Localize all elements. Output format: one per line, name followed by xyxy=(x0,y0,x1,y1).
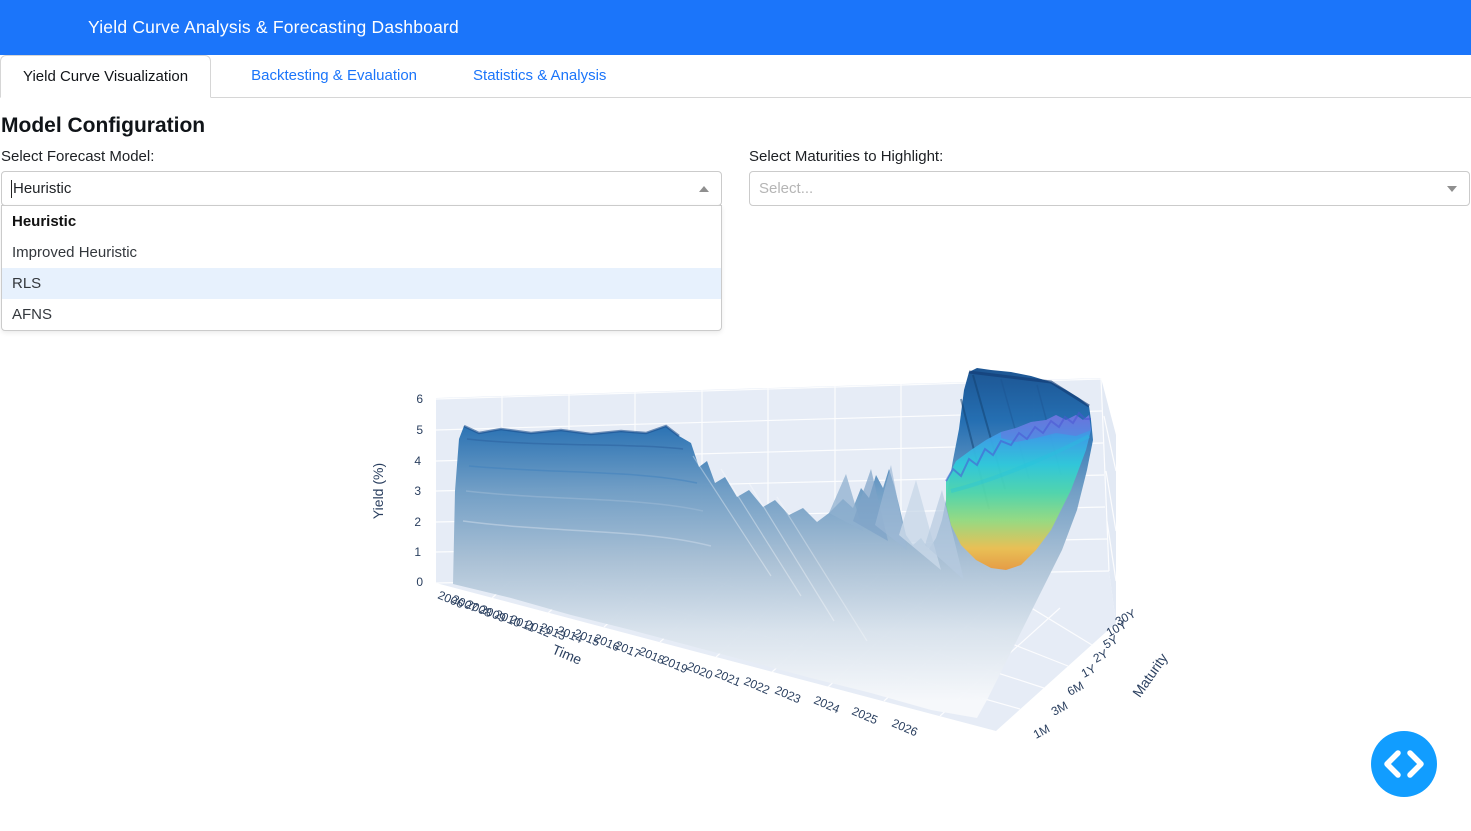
time-tick: 2017 xyxy=(613,638,643,661)
app-header: Yield Curve Analysis & Forecasting Dashb… xyxy=(0,0,1471,55)
scene-right-wall xyxy=(1101,378,1116,623)
tab-yield-curve-visualization[interactable]: Yield Curve Visualization xyxy=(0,55,212,98)
yield-tick: 5 xyxy=(416,423,423,437)
yield-tick: 1 xyxy=(414,545,421,559)
yield-axis-title: Yield (%) xyxy=(370,463,386,519)
yield-tick: 6 xyxy=(416,392,423,406)
maturities-select[interactable]: Select... xyxy=(749,171,1470,206)
maturities-label: Select Maturities to Highlight: xyxy=(749,148,944,165)
app-title: Yield Curve Analysis & Forecasting Dashb… xyxy=(88,17,459,37)
time-tick: 2023 xyxy=(773,683,803,706)
maturity-axis-title: Maturity xyxy=(1129,650,1171,700)
option-heuristic[interactable]: Heuristic xyxy=(12,213,77,230)
tab-backtesting-evaluation[interactable]: Backtesting & Evaluation xyxy=(251,67,418,84)
option-afns[interactable]: AFNS xyxy=(12,306,53,323)
model-configuration-controls: Select Forecast Model: Heuristic Heurist… xyxy=(1,148,1470,331)
time-tick: 2024 xyxy=(812,693,842,716)
maturity-tick: 1Y xyxy=(1079,661,1099,680)
time-tick: 2025 xyxy=(850,704,880,727)
text-cursor xyxy=(11,179,12,198)
time-tick: 2026 xyxy=(890,716,920,739)
tab-statistics-analysis[interactable]: Statistics & Analysis xyxy=(473,67,607,84)
forecast-yield-surface xyxy=(945,411,1091,570)
historical-yield-surface xyxy=(453,368,1093,718)
yield-surface-3d-chart[interactable]: 0 1 2 3 4 5 6 Yield (%) 2006 2007 2008 2… xyxy=(1,341,1470,811)
time-tick: 2022 xyxy=(742,674,772,697)
dash-debug-menu-button[interactable] xyxy=(1371,731,1437,797)
option-improved-heuristic[interactable]: Improved Heuristic xyxy=(12,244,138,261)
maturity-tick: 1M xyxy=(1031,721,1052,741)
maturity-tick: 2Y xyxy=(1091,646,1111,665)
chevron-down-icon[interactable] xyxy=(1447,185,1457,192)
maturity-tick: 5Y xyxy=(1101,632,1121,651)
tab-bar: Yield Curve Visualization Backtesting & … xyxy=(0,55,1471,98)
forecast-model-menu: Heuristic Improved Heuristic RLS AFNS xyxy=(1,205,722,331)
maturity-tick: 3M xyxy=(1049,698,1070,718)
yield-tick: 4 xyxy=(414,454,421,468)
code-icon xyxy=(1384,750,1424,778)
yield-tick: 0 xyxy=(416,575,423,589)
forecast-model-label: Select Forecast Model: xyxy=(1,148,155,165)
time-tick: 2020 xyxy=(685,659,715,682)
yield-tick: 2 xyxy=(414,515,421,529)
time-tick: 2019 xyxy=(660,653,690,676)
maturities-field: Select Maturities to Highlight: Select..… xyxy=(749,148,1470,206)
chevron-up-icon[interactable] xyxy=(699,185,709,192)
page-title: Model Configuration xyxy=(1,114,206,137)
maturity-tick: 30Y xyxy=(1113,606,1138,628)
forecast-model-value: Heuristic xyxy=(13,180,72,197)
forecast-model-select[interactable]: Heuristic xyxy=(1,171,722,206)
yield-axis: 0 1 2 3 4 5 6 Yield (%) xyxy=(370,392,423,589)
maturities-placeholder: Select... xyxy=(759,180,814,197)
maturity-tick: 6M xyxy=(1065,678,1086,698)
surface-plot-scene: 0 1 2 3 4 5 6 Yield (%) 2006 2007 2008 2… xyxy=(370,368,1171,742)
forecast-model-field: Select Forecast Model: Heuristic Heurist… xyxy=(1,148,722,331)
time-tick: 2021 xyxy=(713,666,743,689)
option-rls[interactable]: RLS xyxy=(2,268,721,299)
yield-tick: 3 xyxy=(414,484,421,498)
